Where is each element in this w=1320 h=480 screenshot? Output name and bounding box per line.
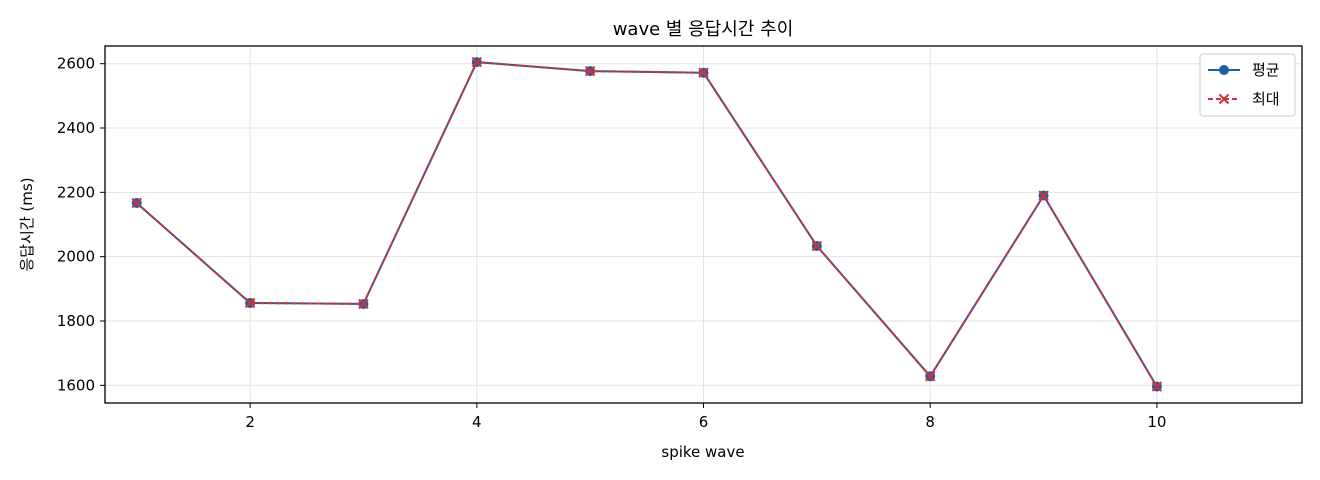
y-tick-label: 1800 — [57, 312, 95, 330]
point-max — [698, 67, 709, 78]
y-tick-label: 2400 — [57, 119, 95, 137]
x-tick-label: 8 — [925, 413, 935, 431]
x-tick-label: 6 — [699, 413, 709, 431]
y-tick-label: 2600 — [57, 55, 95, 73]
point-max — [1038, 190, 1049, 201]
point-max — [1151, 381, 1163, 392]
point-max — [924, 371, 936, 382]
point-max — [244, 297, 256, 309]
x-tick-label: 2 — [245, 413, 255, 431]
axis-ticks: 2 4 6 8 10 1600 1800 2000 2200 2400 2600 — [57, 55, 1167, 431]
y-tick-label: 2000 — [57, 248, 95, 266]
point-max — [471, 56, 483, 68]
legend-box — [1199, 53, 1296, 117]
x-axis-title: spike wave — [661, 443, 744, 461]
y-axis-title: 응답시간 (ms) — [18, 177, 36, 271]
point-max — [811, 240, 823, 252]
series-line-avg — [136, 61, 1158, 388]
point-max — [584, 65, 596, 77]
legend: 평균 최대 — [1199, 53, 1296, 117]
x-tick-label: 10 — [1147, 413, 1166, 431]
legend-label-avg: 평균 — [1252, 61, 1280, 79]
point-max — [358, 298, 369, 310]
legend-marker-avg — [1219, 65, 1229, 75]
legend-label-max: 최대 — [1252, 90, 1280, 108]
legend-marker-max — [1218, 93, 1230, 105]
y-tick-label: 2200 — [57, 183, 95, 201]
grid — [105, 46, 1302, 403]
chart-title: wave 별 응답시간 추이 — [613, 19, 794, 40]
series-line-max — [136, 61, 1158, 388]
series-layer — [131, 56, 1163, 392]
point-max — [131, 197, 142, 209]
y-tick-label: 1600 — [57, 376, 95, 394]
x-tick-label: 4 — [472, 413, 482, 431]
